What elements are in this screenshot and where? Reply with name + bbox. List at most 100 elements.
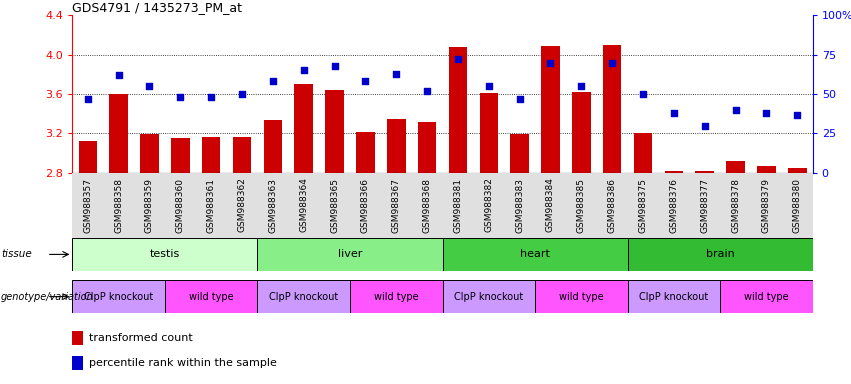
Bar	[356, 132, 374, 173]
Text: GSM988360: GSM988360	[176, 177, 185, 232]
Point	[451, 56, 465, 63]
Point	[235, 91, 248, 97]
Text: GSM988362: GSM988362	[237, 177, 247, 232]
Bar	[72, 280, 165, 313]
Point	[605, 60, 619, 66]
Bar	[387, 119, 405, 173]
Bar	[788, 168, 807, 173]
Point	[358, 78, 372, 84]
Point	[174, 94, 187, 100]
Bar	[350, 280, 443, 313]
Text: ClpP knockout: ClpP knockout	[639, 291, 709, 302]
Bar	[479, 93, 498, 173]
Bar	[202, 137, 220, 173]
Text: transformed count: transformed count	[89, 333, 192, 343]
Text: ClpP knockout: ClpP knockout	[84, 291, 153, 302]
Text: wild type: wild type	[559, 291, 603, 302]
Point	[513, 96, 527, 102]
Text: GSM988377: GSM988377	[700, 177, 709, 232]
Bar	[109, 94, 128, 173]
Bar	[634, 134, 652, 173]
Text: GSM988380: GSM988380	[793, 177, 802, 232]
Text: GSM988379: GSM988379	[762, 177, 771, 232]
Point	[204, 94, 218, 100]
Bar	[535, 280, 627, 313]
Text: GSM988385: GSM988385	[577, 177, 585, 232]
Bar	[443, 238, 627, 271]
Bar	[695, 171, 714, 173]
Text: GSM988359: GSM988359	[145, 177, 154, 232]
Text: GSM988381: GSM988381	[454, 177, 462, 232]
Point	[390, 71, 403, 77]
Bar	[140, 134, 158, 173]
Bar	[171, 138, 190, 173]
Point	[667, 110, 681, 116]
Bar	[720, 280, 813, 313]
Text: tissue: tissue	[1, 249, 31, 260]
Text: GSM988368: GSM988368	[423, 177, 431, 232]
Bar	[72, 356, 83, 370]
Bar	[726, 161, 745, 173]
Text: GSM988363: GSM988363	[268, 177, 277, 232]
Text: ClpP knockout: ClpP knockout	[454, 291, 523, 302]
Bar	[78, 141, 97, 173]
Text: GSM988361: GSM988361	[207, 177, 215, 232]
Point	[544, 60, 557, 66]
Bar	[511, 134, 528, 173]
Text: wild type: wild type	[189, 291, 233, 302]
Text: GSM988375: GSM988375	[638, 177, 648, 232]
Bar	[541, 46, 560, 173]
Text: GSM988367: GSM988367	[391, 177, 401, 232]
Text: GSM988364: GSM988364	[300, 177, 308, 232]
Text: GSM988382: GSM988382	[484, 177, 494, 232]
Text: GSM988386: GSM988386	[608, 177, 617, 232]
Point	[637, 91, 650, 97]
Bar	[325, 90, 344, 173]
Text: GSM988357: GSM988357	[83, 177, 92, 232]
Point	[111, 72, 125, 78]
Text: GDS4791 / 1435273_PM_at: GDS4791 / 1435273_PM_at	[72, 1, 243, 14]
Text: GSM988365: GSM988365	[330, 177, 339, 232]
Text: GSM988383: GSM988383	[515, 177, 524, 232]
Bar	[757, 166, 775, 173]
Text: GSM988376: GSM988376	[670, 177, 678, 232]
Text: testis: testis	[150, 249, 180, 260]
Bar	[72, 331, 83, 345]
Bar	[627, 238, 813, 271]
Point	[328, 63, 341, 69]
Text: GSM988378: GSM988378	[731, 177, 740, 232]
Point	[760, 110, 774, 116]
Bar	[257, 238, 443, 271]
Text: brain: brain	[705, 249, 734, 260]
Point	[266, 78, 280, 84]
Bar	[443, 280, 535, 313]
Point	[143, 83, 157, 89]
Bar	[572, 92, 591, 173]
Bar	[294, 84, 313, 173]
Bar	[72, 238, 257, 271]
Point	[420, 88, 434, 94]
Text: GSM988358: GSM988358	[114, 177, 123, 232]
Point	[791, 111, 804, 118]
Point	[81, 96, 94, 102]
Bar	[665, 171, 683, 173]
Text: genotype/variation: genotype/variation	[1, 291, 94, 302]
Text: heart: heart	[520, 249, 550, 260]
Point	[297, 68, 311, 74]
Bar	[418, 122, 437, 173]
Point	[698, 122, 711, 129]
Text: wild type: wild type	[744, 291, 789, 302]
Bar	[448, 47, 467, 173]
Text: ClpP knockout: ClpP knockout	[269, 291, 339, 302]
Text: GSM988384: GSM988384	[546, 177, 555, 232]
Text: liver: liver	[338, 249, 363, 260]
Bar	[232, 137, 251, 173]
Text: wild type: wild type	[374, 291, 419, 302]
Text: percentile rank within the sample: percentile rank within the sample	[89, 358, 277, 368]
Point	[482, 83, 495, 89]
Bar	[264, 120, 282, 173]
Bar	[257, 280, 350, 313]
Bar	[165, 280, 257, 313]
Text: GSM988366: GSM988366	[361, 177, 370, 232]
Point	[574, 83, 588, 89]
